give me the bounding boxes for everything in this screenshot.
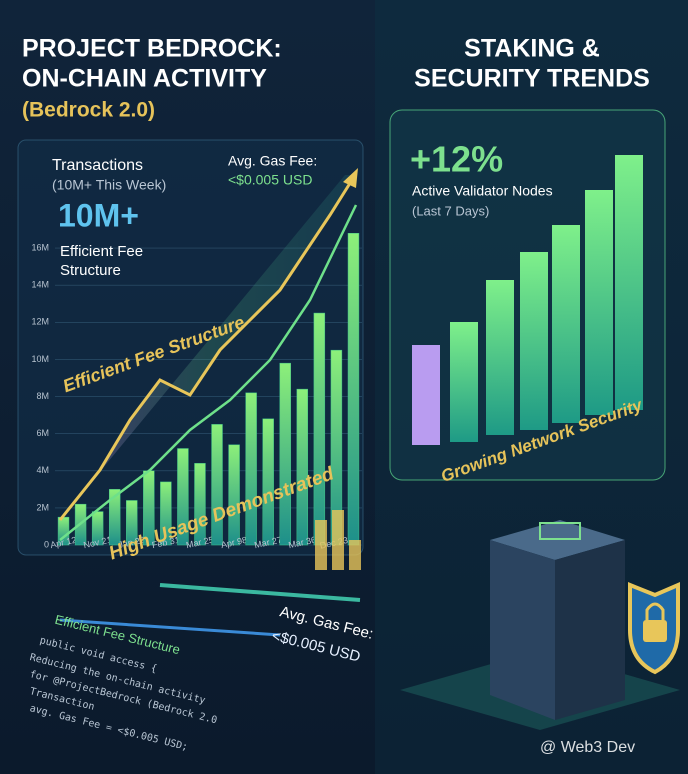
bar (91, 511, 104, 546)
bar (177, 448, 189, 546)
server-front (555, 540, 625, 720)
lock (643, 620, 667, 642)
right-title: SECURITY TRENDS (414, 65, 650, 93)
decor-bar (552, 225, 580, 423)
chart-panel (17, 139, 364, 556)
y-tick-label: 0 (44, 539, 49, 549)
validator-bars (412, 155, 643, 445)
validator-label: Active Validator Nodes (412, 183, 553, 199)
server-icon (400, 520, 680, 730)
decor-bar (349, 540, 361, 570)
decor-line (59, 618, 281, 637)
decor-bar (486, 280, 514, 435)
decor-line (159, 583, 361, 602)
bar (279, 362, 291, 546)
y-tick-label: 16M (31, 242, 49, 252)
bar (126, 500, 138, 546)
arrow-head (343, 168, 358, 188)
left-subtitle: (Bedrock 2.0) (22, 99, 155, 122)
left-title: ON-CHAIN ACTIVITY (22, 65, 267, 93)
decor-bar (520, 252, 548, 430)
bar (228, 444, 240, 546)
right-title: STAKING & (464, 35, 600, 63)
trend-line (59, 204, 358, 541)
bar (108, 489, 121, 546)
y-tick-label: 14M (31, 280, 49, 290)
bar (262, 418, 274, 546)
server-light (539, 522, 581, 540)
bar (245, 392, 257, 546)
stat-caption: Structure (60, 262, 121, 279)
y-tick-label: 10M (31, 354, 49, 364)
y-tick-label: 4M (36, 465, 49, 475)
decor-bar (332, 510, 344, 570)
watermark: @ Web3 Dev (540, 739, 635, 756)
decor-bar (315, 520, 327, 570)
validator-note: (Last 7 Days) (412, 203, 489, 218)
decor-bar (585, 190, 613, 415)
validator-change: +12% (410, 139, 503, 180)
fee-label: Avg. Gas Fee: (228, 153, 317, 169)
bar (313, 312, 326, 546)
y-tick-label: 12M (31, 317, 49, 327)
trend-line (58, 179, 354, 521)
decor-bar (412, 345, 440, 445)
decor-bar (450, 322, 478, 442)
stat-caption: Efficient Fee (60, 243, 143, 260)
floor-bars (59, 510, 361, 637)
bar (194, 463, 206, 546)
server-side (490, 540, 555, 720)
fee-value: <$0.005 USD (228, 172, 312, 188)
stat-value: 10M+ (58, 197, 139, 233)
decor-bar (615, 155, 643, 410)
bar (160, 481, 172, 546)
stat-label: Transactions (52, 157, 143, 174)
y-tick-label: 2M (36, 502, 49, 512)
stat-note: (10M+ This Week) (52, 177, 166, 193)
y-tick-label: 6M (36, 428, 49, 438)
lock-shackle (645, 602, 665, 620)
left-title: PROJECT BEDROCK: (22, 35, 282, 63)
bar (347, 233, 360, 546)
bar (296, 388, 309, 546)
y-tick-label: 8M (36, 391, 49, 401)
bar (211, 424, 223, 546)
trend-area (60, 175, 355, 520)
